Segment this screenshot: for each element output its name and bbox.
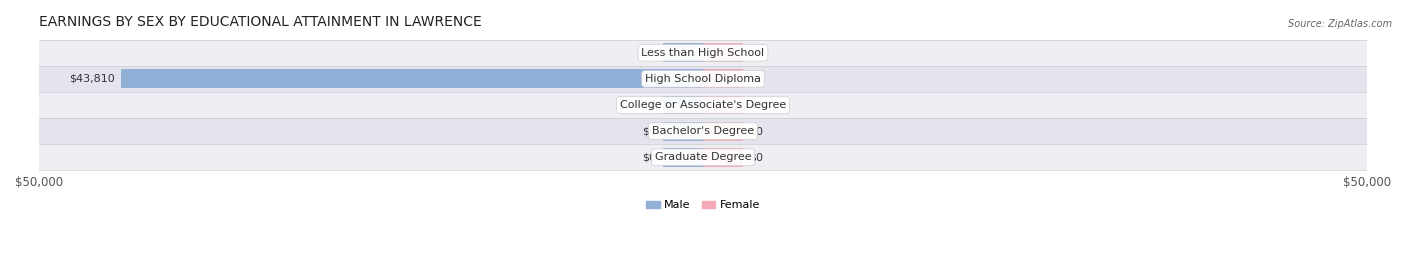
Bar xyxy=(39,40,1367,66)
Bar xyxy=(664,122,703,140)
Bar xyxy=(39,92,1367,118)
Text: Source: ZipAtlas.com: Source: ZipAtlas.com xyxy=(1288,19,1392,29)
Bar xyxy=(664,96,703,114)
Bar xyxy=(703,69,742,88)
Bar xyxy=(121,69,703,88)
Bar xyxy=(664,43,703,62)
Legend: Male, Female: Male, Female xyxy=(641,196,765,215)
Text: $43,810: $43,810 xyxy=(69,74,115,84)
Bar xyxy=(703,43,742,62)
Text: $0: $0 xyxy=(643,126,657,136)
Text: Bachelor's Degree: Bachelor's Degree xyxy=(652,126,754,136)
Bar xyxy=(664,148,703,167)
Text: $0: $0 xyxy=(749,74,763,84)
Bar xyxy=(703,148,742,167)
Text: $0: $0 xyxy=(643,100,657,110)
Bar xyxy=(703,96,742,114)
Bar xyxy=(39,66,1367,92)
Text: $0: $0 xyxy=(749,126,763,136)
Bar xyxy=(703,122,742,140)
Bar xyxy=(39,118,1367,144)
Text: Less than High School: Less than High School xyxy=(641,48,765,58)
Bar xyxy=(39,144,1367,170)
Text: College or Associate's Degree: College or Associate's Degree xyxy=(620,100,786,110)
Text: EARNINGS BY SEX BY EDUCATIONAL ATTAINMENT IN LAWRENCE: EARNINGS BY SEX BY EDUCATIONAL ATTAINMEN… xyxy=(39,15,482,29)
Text: $0: $0 xyxy=(643,152,657,162)
Text: $0: $0 xyxy=(643,48,657,58)
Text: $0: $0 xyxy=(749,100,763,110)
Text: $0: $0 xyxy=(749,48,763,58)
Text: Graduate Degree: Graduate Degree xyxy=(655,152,751,162)
Text: High School Diploma: High School Diploma xyxy=(645,74,761,84)
Text: $0: $0 xyxy=(749,152,763,162)
